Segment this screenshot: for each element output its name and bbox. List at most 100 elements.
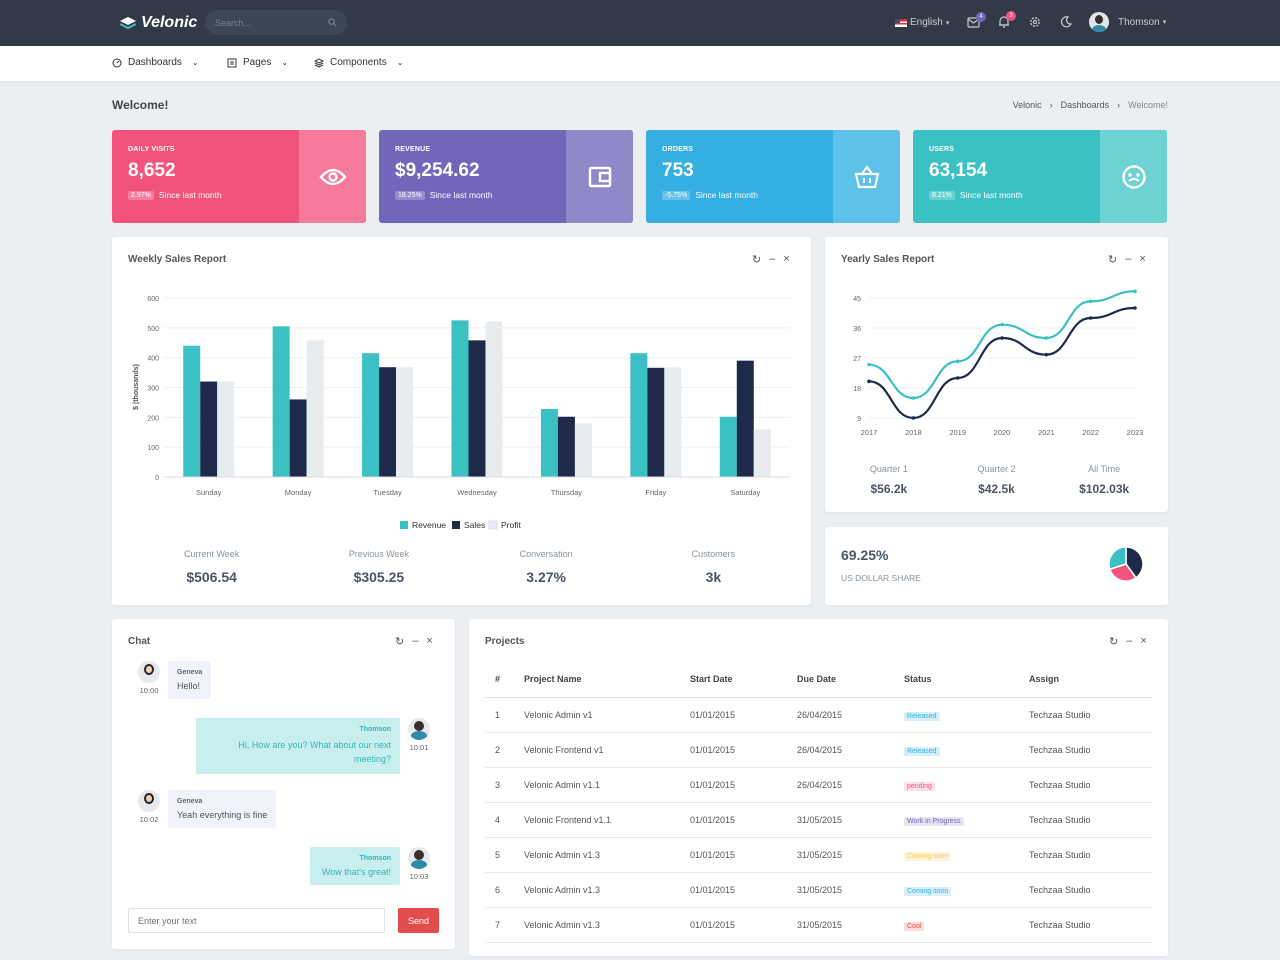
table-row[interactable]: 7 Velonic Admin v1.3 01/01/2015 31/05/2015 C…	[485, 907, 1152, 943]
nav-pages[interactable]: Pages ⌄	[227, 57, 288, 68]
y-tick-label: 27	[853, 356, 861, 363]
y-tick-label: 600	[147, 296, 159, 303]
x-tick-label: 2019	[949, 428, 966, 437]
status-badge-cell: Cool	[904, 907, 1029, 943]
search-icon[interactable]	[328, 18, 337, 27]
send-button[interactable]: Send	[398, 908, 439, 933]
breadcrumb-item[interactable]: Dashboards	[1060, 100, 1110, 110]
table-row[interactable]: 6 Velonic Admin v1.3 01/01/2015 31/05/2015 C…	[485, 872, 1152, 908]
message-time: 10:03	[409, 872, 429, 881]
basket-icon	[854, 164, 879, 188]
stat-card-daily-visits: DAILY VISITS 8,652 2.97% Since last month	[112, 130, 366, 223]
page-title: Welcome!	[112, 98, 169, 112]
data-point	[1044, 336, 1049, 340]
weekly-bar-chart: 0 100 200 300 400 500 600 $ (thousands) Sunday Mo…	[133, 296, 790, 530]
pie-slice	[1108, 546, 1127, 571]
chat-input-bar: Send	[112, 903, 455, 949]
column-header[interactable]: #	[485, 662, 524, 698]
card-title: Projects	[485, 636, 525, 647]
minimize-icon[interactable]: –	[412, 635, 419, 647]
table-row[interactable]: 1 Velonic Admin v1 01/01/2015 26/04/2015 Rel…	[485, 697, 1152, 733]
refresh-icon[interactable]: ↻	[1108, 254, 1118, 266]
theme-toggle[interactable]	[1060, 16, 1072, 28]
column-header[interactable]: Project Name	[524, 662, 690, 698]
user-menu[interactable]: Thomson ▾	[1089, 12, 1166, 32]
start-date-cell: 01/01/2015	[690, 767, 797, 803]
message-time: 10:00	[139, 686, 159, 695]
minimize-icon[interactable]: –	[769, 253, 776, 265]
logo[interactable]: Velonic	[120, 14, 197, 32]
notification-badge: 3	[1006, 11, 1016, 21]
summary-value: $42.5k	[978, 482, 1015, 496]
minimize-icon[interactable]: –	[1126, 635, 1133, 647]
bar-profit	[574, 423, 592, 477]
us-dollar-share-card: 69.25% US DOLLAR SHARE	[825, 527, 1168, 605]
search-box[interactable]	[205, 10, 347, 35]
close-icon[interactable]: ×	[426, 635, 433, 647]
project-name-cell: Velonic Frontend v1.1	[524, 802, 690, 838]
card-tools: ↻ – ×	[1108, 253, 1146, 266]
close-icon[interactable]: ×	[1139, 253, 1146, 265]
table-row[interactable]: 3 Velonic Admin v1.1 01/01/2015 26/04/2015 p…	[485, 767, 1152, 803]
start-date-cell: 01/01/2015	[690, 837, 797, 873]
summary-item: Customers 3k	[630, 549, 797, 585]
column-header[interactable]: Due Date	[797, 662, 904, 698]
row-number-cell: 2	[485, 732, 524, 768]
breadcrumb-item[interactable]: Velonic	[1012, 100, 1042, 110]
close-icon[interactable]: ×	[783, 253, 790, 265]
chat-input[interactable]	[128, 908, 385, 933]
stat-icon-box	[566, 130, 633, 223]
summary-label: Previous Week	[348, 549, 410, 559]
card-title: Weekly Sales Report	[128, 254, 227, 265]
settings-button[interactable]	[1029, 16, 1041, 28]
data-point	[1000, 322, 1004, 327]
refresh-icon[interactable]: ↻	[1109, 636, 1119, 648]
y-tick-label: 200	[147, 415, 159, 422]
card-title: Yearly Sales Report	[841, 254, 935, 265]
nav-dashboards[interactable]: Dashboards ⌄	[112, 57, 199, 68]
table-row[interactable]: 4 Velonic Frontend v1.1 01/01/2015 31/05/20…	[485, 802, 1152, 838]
message-text: Wow that's great!	[321, 867, 391, 877]
close-icon[interactable]: ×	[1140, 635, 1147, 647]
chat-message: 10:00 Geneva Hello!	[138, 661, 212, 699]
data-point	[1000, 336, 1004, 340]
message-text: Yeah everything is fine	[177, 810, 268, 820]
summary-value: 3.27%	[526, 569, 566, 585]
projects-table-body: 1 Velonic Admin v1 01/01/2015 26/04/2015 Rel…	[485, 697, 1152, 943]
flag-icon	[895, 18, 907, 27]
data-point	[867, 379, 871, 384]
due-date-cell: 31/05/2015	[797, 872, 904, 908]
assignee-cell: Techzaa Studio	[1029, 837, 1152, 873]
x-tick-label: 2022	[1082, 428, 1099, 437]
smile-icon	[1121, 164, 1146, 189]
notification-button[interactable]: 3	[998, 11, 1016, 28]
start-date-cell: 01/01/2015	[690, 907, 797, 943]
avatar	[138, 661, 160, 683]
refresh-icon[interactable]: ↻	[752, 254, 762, 266]
mail-button[interactable]: 4	[967, 12, 986, 28]
refresh-icon[interactable]: ↻	[395, 636, 405, 648]
status-badge-cell: Released	[904, 732, 1029, 768]
bar-profit	[664, 367, 682, 477]
language-selector[interactable]: English ▾	[895, 17, 949, 28]
table-row[interactable]: 5 Velonic Admin v1.3 01/01/2015 31/05/2015 C…	[485, 837, 1152, 873]
start-date-cell: 01/01/2015	[690, 732, 797, 768]
start-date-cell: 01/01/2015	[690, 697, 797, 733]
minimize-icon[interactable]: –	[1125, 253, 1132, 265]
bar-revenue	[183, 345, 201, 477]
stat-body: ORDERS 753 -5.75% Since last month	[646, 130, 833, 223]
summary-value: 3k	[705, 569, 722, 585]
x-tick-label: 2020	[994, 428, 1011, 437]
stat-body: DAILY VISITS 8,652 2.97% Since last month	[112, 130, 299, 223]
message-author: Geneva	[177, 798, 203, 805]
status-badge-cell: Coming soon	[904, 872, 1029, 908]
table-row[interactable]: 2 Velonic Frontend v1 01/01/2015 26/04/2015…	[485, 732, 1152, 768]
chevron-down-icon: ▾	[1162, 19, 1167, 26]
projects-card: Projects ↻ – × # Project Name Start Date D…	[469, 619, 1168, 956]
column-header[interactable]: Assign	[1029, 662, 1152, 698]
column-header[interactable]: Start Date	[690, 662, 797, 698]
due-date-cell: 31/05/2015	[797, 802, 904, 838]
nav-components[interactable]: Components ⌄	[314, 57, 403, 68]
column-header[interactable]: Status	[904, 662, 1029, 698]
search-input[interactable]	[215, 17, 315, 28]
